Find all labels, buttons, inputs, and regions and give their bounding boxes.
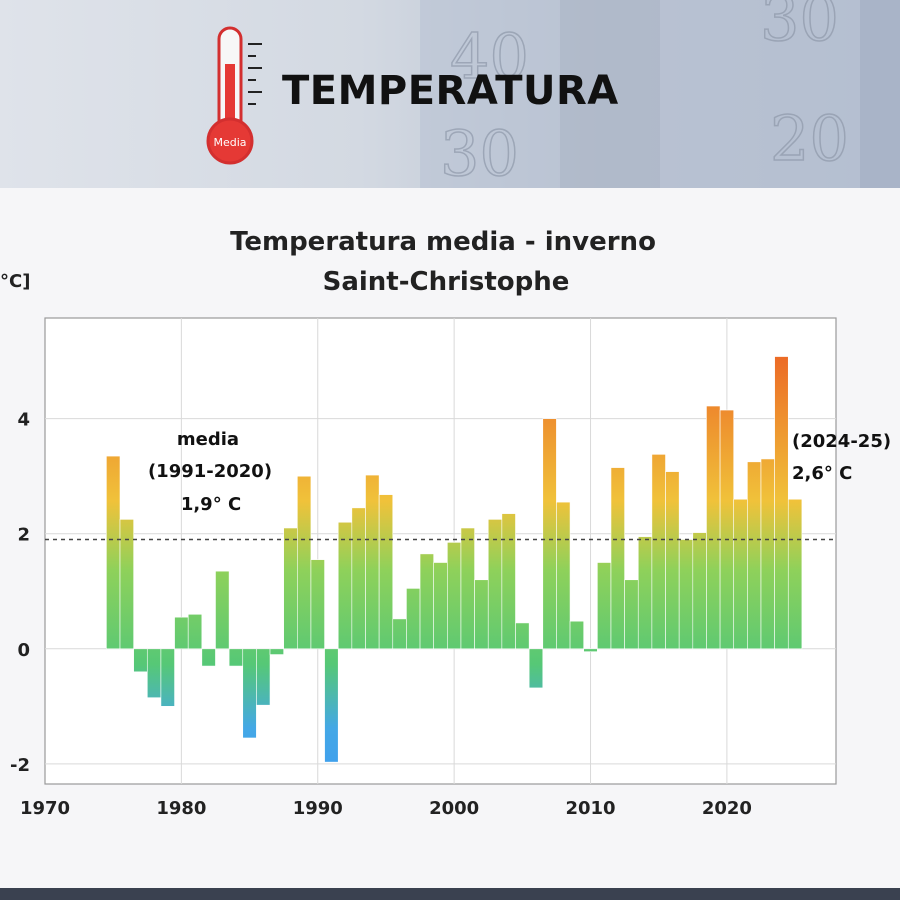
thermometer-scale-background: 40 30 30 20 (420, 0, 900, 188)
x-tick-1980: 1980 (156, 798, 206, 819)
bg-number-30b: 30 (760, 0, 839, 55)
bar-1987 (269, 648, 284, 655)
chart-title: Temperatura media - inverno (230, 227, 656, 257)
bar-2023 (760, 458, 775, 650)
bar-1996 (392, 618, 407, 650)
chart-subtitle: Saint-Christophe (323, 267, 570, 297)
bg-number-30a: 30 (440, 117, 519, 188)
bar-2007 (542, 418, 557, 650)
annotation-mean-period: (1991-2020) (148, 461, 272, 482)
bar-1995 (378, 494, 394, 650)
bar-2016 (665, 471, 680, 650)
bar-1986 (256, 648, 271, 706)
bar-1990 (310, 559, 325, 650)
bar-2008 (556, 501, 571, 650)
bottom-strip (0, 888, 900, 900)
bar-2000 (447, 542, 462, 650)
bar-1992 (337, 521, 353, 650)
bar-2025 (787, 498, 803, 650)
bar-1977 (133, 648, 148, 673)
bar-2017 (678, 539, 694, 650)
temperature-bar-chart: Temperatura media - inverno Saint-Christ… (0, 227, 891, 819)
bar-1980 (174, 616, 189, 650)
thermometer-icon: Media (206, 26, 262, 165)
bar-1997 (406, 588, 421, 650)
bar-1988 (283, 527, 298, 650)
bar-2002 (474, 579, 489, 650)
y-tick--2: -2 (10, 755, 30, 776)
bar-2013 (624, 579, 639, 650)
bar-1985 (242, 648, 257, 739)
bar-2009 (569, 620, 584, 650)
bar-1993 (351, 507, 366, 650)
bar-2005 (515, 622, 530, 650)
bar-1982 (201, 648, 216, 667)
bar-1983 (215, 570, 230, 650)
bar-1981 (187, 613, 203, 650)
bar-1978 (146, 648, 162, 699)
bar-1979 (160, 648, 175, 707)
bar-2010 (583, 648, 598, 652)
bar-1998 (419, 553, 434, 650)
bar-2021 (733, 498, 748, 650)
bar-1975 (106, 455, 121, 650)
bg-number-40: 40 (450, 20, 529, 93)
axis-ticks: 1970 1980 1990 2000 2010 2020 -2 0 2 4 (10, 410, 752, 819)
page-title: TEMPERATURA (282, 68, 619, 114)
bar-2022 (747, 461, 762, 650)
annotation-mean-label: media (177, 429, 239, 450)
bar-2014 (637, 536, 653, 650)
y-tick-0: 0 (17, 640, 30, 661)
annotation-latest-period: (2024-25) (792, 431, 891, 452)
bar-1994 (365, 474, 380, 650)
bar-1976 (119, 519, 134, 650)
y-tick-4: 4 (17, 410, 30, 431)
bar-1999 (433, 562, 448, 650)
bar-1989 (297, 475, 312, 650)
bar-2020 (719, 409, 735, 650)
y-tick-2: 2 (17, 525, 30, 546)
bar-1984 (228, 648, 244, 667)
x-tick-1970: 1970 (20, 798, 70, 819)
bar-2001 (460, 527, 475, 650)
bar-2015 (651, 454, 666, 650)
bar-2018 (692, 532, 707, 650)
x-tick-2020: 2020 (702, 798, 752, 819)
x-tick-2010: 2010 (565, 798, 615, 819)
bar-2019 (706, 405, 721, 650)
bar-2024 (774, 356, 789, 650)
bar-2004 (501, 513, 516, 650)
annotation-latest-value: 2,6° C (792, 463, 852, 484)
bars (106, 356, 803, 763)
bar-2012 (610, 467, 625, 650)
annotation-mean-value: 1,9° C (181, 494, 241, 515)
bar-2006 (528, 648, 544, 689)
header-banner: 40 30 30 20 Media TEMPERATURA (0, 0, 900, 188)
x-tick-2000: 2000 (429, 798, 479, 819)
bar-2011 (597, 562, 612, 650)
bar-1991 (324, 648, 339, 763)
bg-number-20: 20 (770, 102, 849, 175)
x-tick-1990: 1990 (293, 798, 343, 819)
y-axis-label: °C] (0, 271, 30, 292)
thermometer-label: Media (213, 136, 246, 149)
